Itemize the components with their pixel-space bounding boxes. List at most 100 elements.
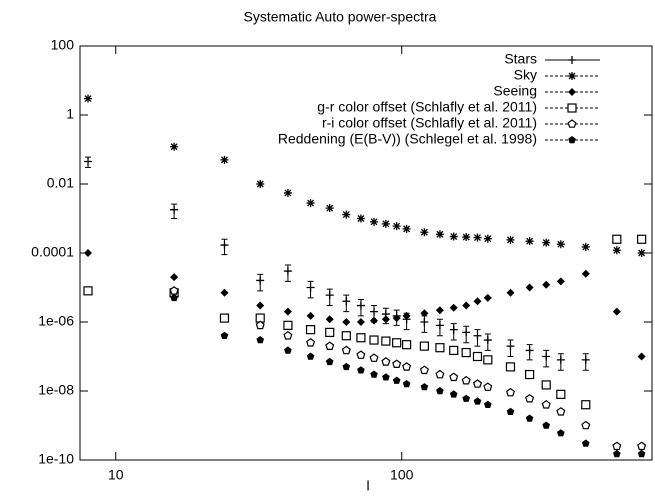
marker — [637, 449, 646, 458]
marker — [541, 399, 551, 409]
marker — [449, 303, 458, 312]
marker — [556, 355, 565, 364]
marker — [525, 283, 534, 292]
marker — [581, 400, 591, 410]
marker — [84, 157, 93, 166]
marker — [402, 340, 412, 350]
marker — [402, 224, 411, 233]
y-tick-label: 1 — [66, 106, 74, 122]
marker — [449, 232, 458, 241]
marker — [283, 188, 292, 197]
marker — [357, 366, 365, 374]
marker — [581, 242, 590, 251]
marker — [342, 297, 351, 306]
marker — [220, 155, 229, 164]
marker — [542, 421, 550, 429]
marker — [525, 393, 535, 403]
chart-title: Systematic Auto power-spectra — [244, 9, 437, 25]
marker — [483, 293, 492, 302]
marker — [370, 217, 379, 226]
marker — [170, 273, 179, 282]
y-tick-label: 0.01 — [47, 175, 74, 191]
marker — [483, 234, 492, 243]
marker — [170, 142, 179, 151]
marker — [568, 56, 576, 64]
marker — [473, 297, 482, 306]
marker — [506, 342, 515, 351]
marker — [284, 346, 292, 354]
marker — [637, 352, 646, 361]
legend-label: Seeing — [493, 83, 537, 99]
marker — [420, 383, 429, 391]
marker — [483, 382, 493, 391]
marker — [169, 286, 179, 295]
marker — [612, 246, 621, 255]
marker — [220, 241, 229, 250]
marker — [356, 333, 366, 343]
marker — [283, 330, 293, 340]
marker — [613, 449, 621, 458]
marker — [256, 301, 265, 310]
marker — [581, 420, 591, 430]
marker — [381, 357, 391, 366]
marker — [306, 352, 315, 360]
marker — [392, 359, 402, 368]
x-tick-label: 10 — [108, 467, 124, 483]
marker — [402, 380, 411, 388]
marker — [473, 233, 482, 242]
marker — [436, 387, 444, 395]
marker — [325, 315, 334, 324]
marker — [84, 94, 93, 103]
marker — [402, 362, 412, 371]
marker — [556, 389, 566, 399]
marker — [341, 331, 351, 341]
legend-label: Stars — [504, 51, 537, 67]
legend-label: g-r color offset (Schlafly et al. 2011) — [317, 99, 537, 115]
marker — [637, 249, 646, 257]
marker — [556, 277, 565, 286]
marker — [370, 307, 379, 316]
marker — [369, 353, 379, 362]
marker — [472, 379, 483, 388]
marker — [484, 400, 492, 408]
marker — [612, 441, 622, 451]
legend-label: r-i color offset (Schlafly et al. 2011) — [322, 115, 537, 131]
marker — [255, 320, 265, 330]
marker — [483, 336, 492, 345]
marker — [582, 439, 590, 447]
marker — [325, 357, 334, 366]
marker — [483, 355, 493, 365]
marker — [283, 307, 292, 316]
marker — [505, 387, 516, 397]
marker — [356, 350, 366, 359]
marker — [283, 267, 292, 276]
marker — [356, 214, 365, 223]
marker — [342, 362, 351, 371]
marker — [419, 365, 429, 375]
marker — [306, 283, 315, 292]
marker — [542, 238, 551, 247]
marker — [369, 335, 379, 345]
marker — [256, 180, 265, 188]
marker — [325, 341, 335, 350]
marker — [525, 346, 534, 355]
marker — [435, 343, 445, 353]
marker — [325, 327, 335, 337]
marker — [392, 376, 401, 384]
marker — [449, 325, 458, 334]
marker — [505, 362, 516, 372]
x-axis-label: l — [366, 478, 369, 494]
marker — [382, 373, 390, 381]
y-tick-label: 1e-06 — [38, 313, 74, 329]
marker — [392, 222, 401, 231]
marker — [170, 205, 179, 214]
marker — [381, 336, 391, 346]
marker — [525, 369, 535, 380]
marker — [612, 234, 622, 244]
marker — [568, 88, 576, 96]
marker — [170, 293, 178, 302]
marker — [435, 306, 444, 315]
marker — [567, 103, 577, 113]
marker — [581, 269, 590, 278]
